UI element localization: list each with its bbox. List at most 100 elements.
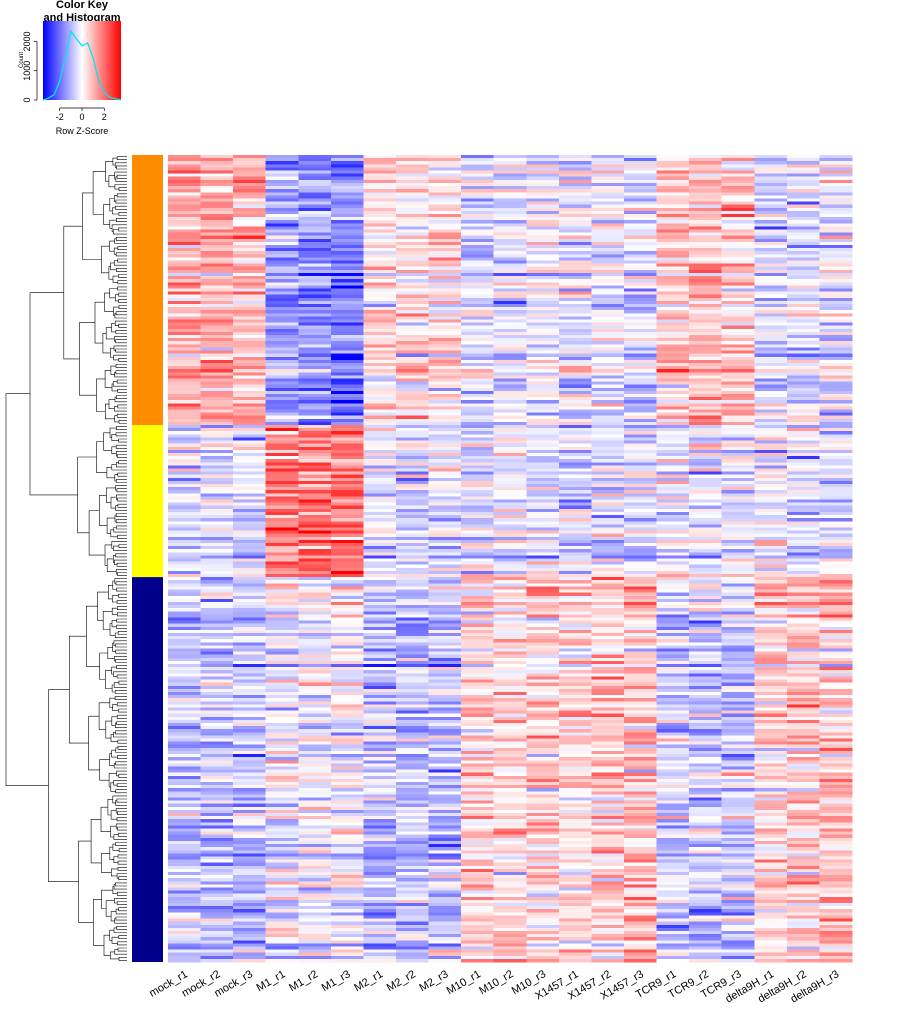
- heatmap-cell: [330, 189, 364, 193]
- heatmap-cell: [624, 778, 657, 783]
- heatmap-cell: [363, 685, 397, 690]
- heatmap-cell: [558, 297, 592, 302]
- heatmap-cell: [656, 825, 690, 829]
- heatmap-cell: [330, 685, 364, 690]
- heatmap-cell: [754, 546, 788, 550]
- heatmap-cell: [526, 322, 560, 327]
- heatmap-cell: [396, 276, 429, 280]
- heatmap-cell: [754, 167, 788, 171]
- heatmap-cell: [461, 452, 495, 457]
- heatmap-cell: [493, 260, 527, 265]
- heatmap-cell: [819, 809, 853, 814]
- heatmap-cell: [558, 248, 592, 252]
- heatmap-cell: [656, 847, 690, 851]
- heatmap-cell: [526, 362, 560, 367]
- heatmap-cell: [330, 341, 364, 345]
- heatmap-cell: [461, 291, 495, 296]
- dendrogram-branch: [117, 941, 127, 946]
- heatmap-cell: [396, 359, 429, 364]
- heatmap-cell: [656, 207, 690, 212]
- heatmap-cell: [819, 695, 853, 699]
- heatmap-cell: [754, 583, 788, 587]
- heatmap-cell: [298, 657, 332, 662]
- heatmap-cell: [200, 648, 234, 653]
- heatmap-cell: [721, 772, 755, 777]
- heatmap-cell: [558, 614, 592, 618]
- heatmap-cell: [526, 443, 560, 448]
- heatmap-cell: [233, 636, 267, 640]
- heatmap-cell: [689, 452, 723, 457]
- heatmap-cell: [591, 394, 625, 398]
- heatmap-cell: [298, 269, 332, 274]
- heatmap-cell: [265, 617, 299, 621]
- heatmap-cell: [265, 521, 299, 525]
- heatmap-cell: [786, 564, 820, 569]
- heatmap-cell: [819, 465, 853, 469]
- heatmap-cell: [428, 319, 462, 323]
- dendrogram-branch: [99, 495, 108, 526]
- heatmap-cell: [265, 549, 299, 553]
- heatmap-cell: [265, 356, 299, 361]
- heatmap-cell: [330, 487, 364, 491]
- heatmap-cell: [656, 297, 690, 302]
- heatmap-cell: [493, 158, 527, 162]
- heatmap-cell: [363, 462, 397, 466]
- heatmap-cell: [754, 570, 788, 575]
- heatmap-cell: [298, 204, 332, 209]
- heatmap-cell: [819, 614, 853, 618]
- heatmap-cell: [200, 691, 234, 696]
- heatmap-cell: [461, 285, 495, 289]
- dendrogram-branch: [116, 494, 127, 500]
- heatmap-cell: [330, 524, 364, 528]
- heatmap-cell: [656, 667, 690, 671]
- heatmap-cell: [754, 648, 788, 653]
- heatmap-cell: [558, 412, 592, 417]
- heatmap-cell: [168, 549, 201, 553]
- heatmap-cell: [721, 316, 755, 320]
- heatmap-cell: [591, 518, 625, 522]
- heatmap-cell: [526, 515, 560, 519]
- heatmap-cell: [526, 297, 560, 302]
- heatmap-cell: [819, 605, 853, 609]
- heatmap-cell: [656, 757, 690, 761]
- heatmap-cell: [786, 182, 820, 187]
- heatmap-cell: [819, 837, 853, 842]
- heatmap-cell: [233, 282, 267, 286]
- heatmap-cell: [591, 217, 625, 221]
- heatmap-cell: [558, 381, 592, 386]
- heatmap-cell: [493, 477, 527, 482]
- heatmap-cell: [786, 186, 820, 190]
- heatmap-cell: [330, 279, 364, 283]
- heatmap-cell: [526, 505, 560, 510]
- dendrogram-branch: [103, 432, 112, 451]
- heatmap-cell: [298, 601, 332, 606]
- heatmap-cell: [461, 791, 495, 795]
- heatmap-cell: [330, 645, 364, 649]
- heatmap-cell: [168, 816, 201, 820]
- heatmap-cell: [558, 272, 592, 277]
- heatmap-cell: [428, 794, 462, 798]
- heatmap-cell: [461, 806, 495, 811]
- heatmap-cell: [721, 328, 755, 333]
- heatmap-cell: [656, 760, 690, 764]
- heatmap-cell: [689, 524, 723, 528]
- heatmap-cell: [819, 313, 853, 317]
- heatmap-cell: [265, 558, 299, 562]
- heatmap-cell: [558, 813, 592, 817]
- heatmap-cell: [591, 629, 625, 634]
- heatmap-cell: [298, 207, 332, 212]
- heatmap-cell: [754, 260, 788, 265]
- heatmap-cell: [428, 831, 462, 836]
- heatmap-cell: [689, 260, 723, 265]
- heatmap-cell: [428, 750, 462, 755]
- heatmap-cell: [461, 217, 495, 221]
- heatmap-cell: [689, 210, 723, 215]
- heatmap-cell: [200, 260, 234, 265]
- heatmap-cell: [233, 574, 267, 578]
- heatmap-cell: [656, 645, 690, 649]
- heatmap-cell: [558, 167, 592, 171]
- heatmap-cell: [689, 747, 723, 752]
- heatmap-cell: [200, 744, 234, 749]
- heatmap-cell: [689, 844, 723, 848]
- heatmap-cell: [786, 521, 820, 525]
